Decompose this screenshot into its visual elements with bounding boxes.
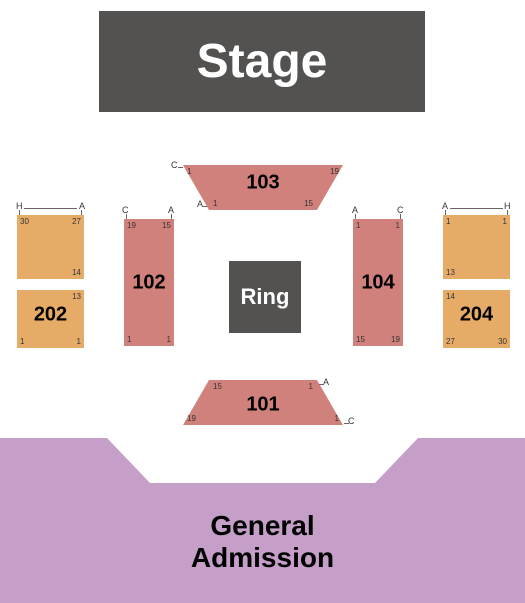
tick <box>445 210 446 215</box>
seat-102-tr: 15 <box>162 221 171 230</box>
seat-204-br: 30 <box>498 337 507 346</box>
seat-101-tl: 15 <box>213 382 222 391</box>
ring-label: Ring <box>241 284 290 310</box>
tick <box>171 214 172 219</box>
tick <box>319 384 324 385</box>
seat-204-bl: 27 <box>446 337 455 346</box>
seat-104-bl: 15 <box>356 335 365 344</box>
tick <box>507 210 508 215</box>
row-103-c: C <box>171 160 178 170</box>
row-103-a: A <box>197 199 203 209</box>
general-admission-label: General Admission <box>0 510 525 574</box>
seat-102-bl: 1 <box>127 335 131 344</box>
section-104-label: 104 <box>361 271 394 294</box>
tick <box>81 210 82 215</box>
seat-104-br: 19 <box>391 335 400 344</box>
section-104[interactable]: 104 1 1 15 19 <box>353 219 403 346</box>
stage-label: Stage <box>197 34 328 89</box>
seat-103-tl: 1 <box>187 167 191 176</box>
section-103-overlay: 103 1 19 1 15 <box>183 165 343 210</box>
tick <box>355 214 356 219</box>
seat-104-tl: 1 <box>356 221 360 230</box>
seat-204-ubl: 13 <box>446 268 455 277</box>
section-202-gap <box>17 279 84 290</box>
seat-202-bl: 1 <box>20 337 24 346</box>
seat-101-tr: 1 <box>309 382 313 391</box>
tick <box>178 167 183 168</box>
section-101-label: 101 <box>246 394 279 417</box>
tick <box>202 206 207 207</box>
ga-line1: General <box>210 510 314 541</box>
section-101-overlay: 101 15 1 19 1 <box>183 380 343 425</box>
ring-block: Ring <box>229 261 301 333</box>
seat-103-bl: 1 <box>213 199 217 208</box>
ga-line2: Admission <box>191 542 334 573</box>
seat-103-tr: 19 <box>330 167 339 176</box>
section-204-gap <box>443 279 510 290</box>
tick <box>19 210 20 215</box>
tick <box>24 208 77 209</box>
seat-204-tr: 1 <box>503 217 507 226</box>
section-102-label: 102 <box>132 271 165 294</box>
tick <box>344 423 349 424</box>
section-103-label: 103 <box>246 172 279 195</box>
seat-102-br: 1 <box>167 335 171 344</box>
seat-202-ltr: 13 <box>72 292 81 301</box>
row-101-c: C <box>348 416 355 426</box>
seat-204-ltl: 14 <box>446 292 455 301</box>
row-101-a: A <box>323 377 329 387</box>
section-204-label: 204 <box>460 303 493 326</box>
row-202-a: A <box>79 201 85 211</box>
seat-202-tl: 30 <box>20 217 29 226</box>
seat-202-tr: 27 <box>72 217 81 226</box>
tick <box>126 214 127 219</box>
seat-103-br: 15 <box>304 199 313 208</box>
tick <box>450 208 503 209</box>
section-102[interactable]: 102 19 15 1 1 <box>124 219 174 346</box>
seat-102-tl: 19 <box>127 221 136 230</box>
seat-204-tl: 1 <box>446 217 450 226</box>
seat-202-br: 1 <box>77 337 81 346</box>
tick <box>400 214 401 219</box>
seat-202-ubr: 14 <box>72 268 81 277</box>
seat-101-br: 1 <box>335 414 339 423</box>
stage-block: Stage <box>99 11 425 112</box>
seat-104-tr: 1 <box>396 221 400 230</box>
section-202-label: 202 <box>34 303 67 326</box>
seat-101-bl: 19 <box>187 414 196 423</box>
